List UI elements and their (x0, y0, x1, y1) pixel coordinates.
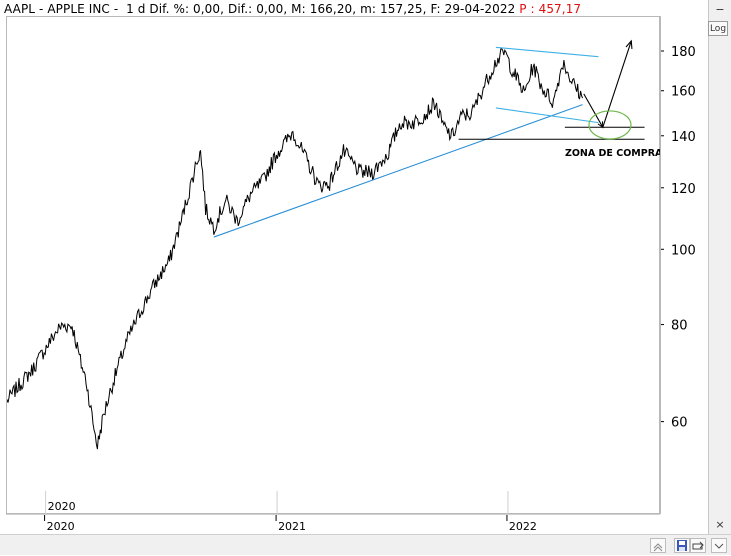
y-tick-label: 160 (671, 85, 696, 100)
y-tick-label: 100 (671, 243, 696, 258)
max-value: 166,20 (309, 2, 353, 16)
zoom-icon (653, 543, 663, 552)
company-name: APPLE INC (47, 2, 110, 16)
min-value: 157,25 (380, 2, 423, 16)
chart-header: AAPL - APPLE INC - 1 d Dif. %: 0,00, Dif… (4, 2, 582, 16)
right-sidebar: − × (708, 0, 731, 555)
arrow-head (597, 121, 604, 129)
x-axis[interactable]: 2020 2021 2022 (6, 514, 660, 534)
zoom-button[interactable] (650, 538, 666, 553)
min-label: m: (360, 2, 377, 16)
p-value: 457,17 (538, 2, 582, 16)
save-button[interactable] (674, 538, 690, 553)
dif-pct-value: 0,00 (193, 2, 221, 16)
x-tick-label: 2020 (47, 520, 75, 533)
y-axis-svg: 60 80 100 120 140 160 180 (660, 16, 696, 514)
y-tick-label: 180 (671, 45, 696, 60)
p-label: P : (519, 2, 535, 16)
y-tick-label: 80 (671, 319, 688, 334)
price-chart: ZONA DE COMPRA 2020 (6, 39, 663, 515)
buy-zone-circle (588, 110, 632, 140)
arrow-head (625, 39, 633, 49)
channel-bottom-line (495, 107, 599, 124)
channel-top-line (495, 46, 599, 58)
dif-pct-label: Dif. %: (149, 2, 190, 16)
ticker: AAPL (4, 2, 36, 16)
buy-zone-label: ZONA DE COMPRA (565, 148, 661, 159)
print-button[interactable] (690, 538, 706, 553)
date-label: F: (430, 2, 441, 16)
trendline-line (213, 104, 583, 238)
minimize-icon: − (715, 3, 725, 16)
x-tick-label: 2022 (509, 520, 537, 533)
inner-year-label: 2020 (48, 500, 76, 513)
y-axis[interactable]: 60 80 100 120 140 160 180 (660, 16, 708, 514)
scroll-down-button[interactable] (711, 538, 727, 553)
plot-area[interactable]: ZONA DE COMPRA 2020 (6, 16, 663, 515)
print-icon (692, 541, 704, 550)
chevron-down-icon (714, 543, 724, 549)
max-label: M: (291, 2, 306, 16)
close-icon: × (715, 518, 725, 531)
y-tick-label: 60 (671, 416, 688, 431)
dif-label: Dif.: (227, 2, 253, 16)
period: 1 d (126, 2, 146, 16)
close-button[interactable]: × (712, 518, 728, 532)
x-axis-svg: 2020 2021 2022 (44, 515, 537, 533)
x-tick-label: 2021 (278, 520, 306, 533)
dif-value: 0,00 (256, 2, 284, 16)
status-bar (0, 534, 731, 555)
minimize-button[interactable]: − (712, 3, 728, 17)
date-value: 29-04-2022 (444, 2, 516, 16)
price-line (6, 48, 584, 450)
log-scale-button[interactable]: Log (708, 21, 728, 36)
save-icon (677, 540, 687, 551)
y-tick-label: 120 (671, 182, 696, 197)
y-tick-label: 140 (671, 130, 696, 145)
